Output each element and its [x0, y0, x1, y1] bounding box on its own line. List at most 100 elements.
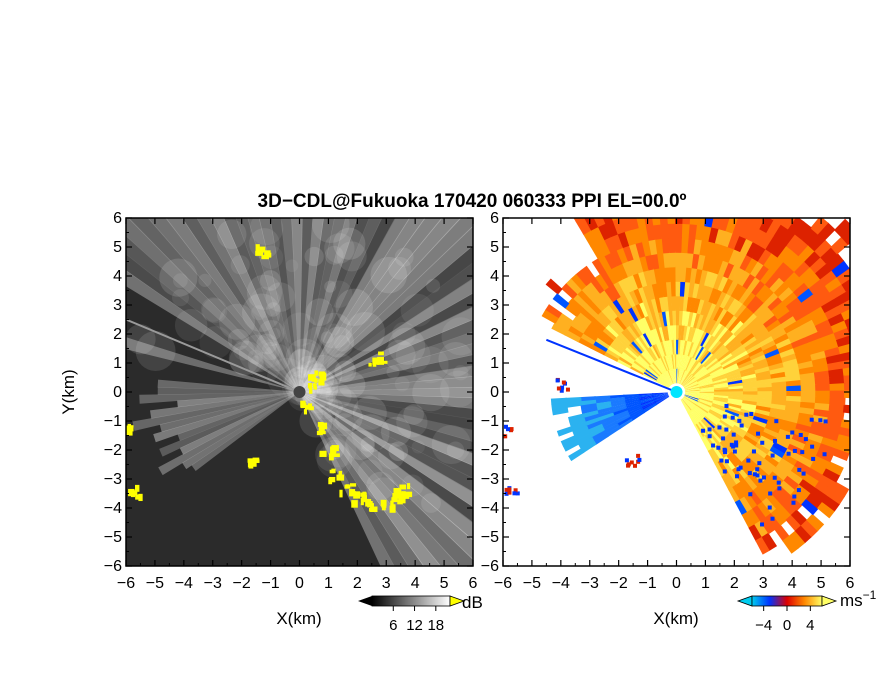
power-saturated-pixel: [331, 469, 335, 474]
velocity-range-bin: [873, 380, 880, 390]
velocity-range-bin: [729, 202, 742, 220]
velocity-outlier-pixel: [748, 492, 752, 496]
velocity-range-bin: [858, 372, 875, 382]
velocity-y-tick-label: 0: [490, 384, 499, 401]
velocity-outlier-pixel: [716, 446, 720, 450]
velocity-range-bin: [852, 338, 870, 351]
velocity-range-bin: [675, 251, 682, 267]
velocity-range-bin: [698, 195, 709, 212]
velocity-outlier-pixel: [810, 418, 814, 422]
colorbar-tick-label: 0: [783, 617, 791, 634]
velocity-isolated-pixel: [512, 491, 516, 495]
power-y-tick-label: −6: [104, 558, 122, 575]
velocity-outlier-pixel: [708, 427, 712, 431]
velocity-isolated-pixel: [507, 487, 511, 491]
velocity-x-tick-label: 5: [817, 575, 826, 592]
velocity-y-tick-label: −5: [481, 529, 499, 546]
velocity-range-bin: [772, 391, 788, 396]
power-echo-speckle: [395, 377, 410, 392]
power-x-tick-label: −4: [175, 575, 193, 592]
velocity-outlier-pixel: [724, 404, 728, 408]
power-saturated-pixel: [369, 503, 374, 507]
velocity-range-bin: [871, 302, 880, 318]
velocity-outlier-pixel: [777, 486, 781, 490]
power-colorbar-ramp: [372, 596, 450, 606]
velocity-range-bin: [867, 293, 880, 309]
power-x-axis-label: X(km): [276, 609, 321, 628]
velocity-range-bin: [675, 309, 679, 325]
velocity-range-bin: [653, 150, 665, 167]
power-saturated-pixel: [345, 485, 351, 489]
velocity-isolated-pixel: [625, 458, 629, 462]
velocity-outlier-pixel: [811, 457, 815, 461]
velocity-outlier-pixel: [734, 440, 738, 444]
power-x-tick-label: 6: [469, 575, 478, 592]
velocity-isolated-pixel: [557, 386, 561, 390]
power-x-tick-label: 0: [295, 575, 304, 592]
velocity-outlier-pixel: [749, 412, 753, 416]
velocity-range-bin: [675, 280, 680, 296]
velocity-range-bin: [872, 371, 880, 382]
velocity-outlier-pixel: [755, 467, 759, 471]
velocity-range-bin: [815, 390, 831, 397]
power-saturated-pixel: [248, 463, 253, 469]
power-saturated-pixel: [309, 388, 312, 394]
power-echo-speckle: [175, 309, 207, 341]
velocity-range-bin: [871, 362, 880, 374]
velocity-outlier-pixel: [790, 430, 794, 434]
velocity-range-bin: [733, 188, 747, 206]
colorbar-tick-label: 12: [406, 617, 423, 634]
velocity-range-bin: [860, 317, 878, 331]
velocity-range-bin: [757, 198, 773, 217]
velocity-outlier-pixel: [797, 468, 801, 472]
power-x-tick-label: −6: [117, 575, 135, 592]
velocity-range-bin: [708, 182, 720, 199]
velocity-outlier-pixel: [733, 450, 737, 454]
power-echo-speckle: [387, 366, 400, 379]
velocity-outlier-pixel: [737, 419, 741, 423]
velocity-outlier-pixel: [756, 432, 760, 436]
velocity-range-bin: [801, 390, 817, 397]
velocity-outlier-pixel: [740, 424, 744, 428]
velocity-range-bin: [681, 222, 689, 238]
velocity-range-bin: [854, 300, 872, 315]
velocity-isolated-pixel: [496, 430, 500, 434]
velocity-range-bin: [786, 390, 802, 396]
velocity-range-bin: [706, 196, 718, 213]
velocity-outlier-pixel: [824, 419, 828, 423]
velocity-x-tick-label: 0: [672, 575, 681, 592]
velocity-y-tick-label: 2: [490, 326, 499, 343]
velocity-outlier-pixel: [752, 449, 756, 453]
velocity-outlier-pixel: [723, 415, 727, 419]
velocity-range-bin: [788, 199, 805, 218]
velocity-range-bin: [757, 391, 773, 396]
power-saturated-pixel: [365, 499, 369, 507]
power-saturated-pixel: [131, 492, 135, 497]
velocity-isolated-pixel: [626, 464, 630, 468]
power-saturated-pixel: [328, 478, 332, 484]
velocity-outlier-pixel: [724, 428, 728, 432]
velocity-range-bin: [848, 259, 867, 277]
velocity-y-tick-label: −1: [481, 413, 499, 430]
power-y-tick-label: −5: [104, 529, 122, 546]
velocity-outlier-pixel: [732, 433, 736, 437]
chart-title: 3D−CDL@Fukuoka 170420 060333 PPI EL=00.0…: [258, 191, 687, 212]
power-colorbar-unit: dB: [462, 593, 483, 612]
velocity-outlier-pixel: [773, 439, 777, 443]
power-x-tick-label: 5: [440, 575, 449, 592]
power-echo-speckle: [286, 259, 299, 272]
power-saturated-pixel: [329, 453, 334, 460]
velocity-range-bin: [863, 325, 880, 339]
velocity-outlier-pixel: [760, 522, 764, 526]
velocity-range-bin: [750, 194, 765, 212]
velocity-x-axis-label: X(km): [653, 609, 698, 628]
velocity-outlier-pixel: [748, 471, 752, 475]
colorbar-tick-label: 4: [806, 617, 814, 634]
velocity-x-tick-label: −6: [494, 575, 512, 592]
velocity-x-tick-label: −1: [638, 575, 656, 592]
power-echo-speckle: [401, 294, 434, 327]
power-saturated-pixel: [135, 485, 139, 492]
velocity-range-bin: [675, 266, 681, 282]
